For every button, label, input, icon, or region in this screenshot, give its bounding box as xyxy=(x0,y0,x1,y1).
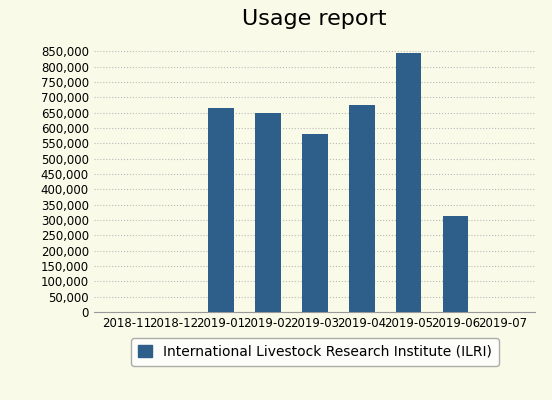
Bar xyxy=(302,134,327,312)
Bar xyxy=(208,108,233,312)
Bar xyxy=(255,113,280,312)
Bar xyxy=(443,216,469,312)
Legend: International Livestock Research Institute (ILRI): International Livestock Research Institu… xyxy=(131,338,498,366)
Title: Usage report: Usage report xyxy=(242,9,387,29)
Bar xyxy=(396,54,422,312)
Bar xyxy=(349,105,374,312)
